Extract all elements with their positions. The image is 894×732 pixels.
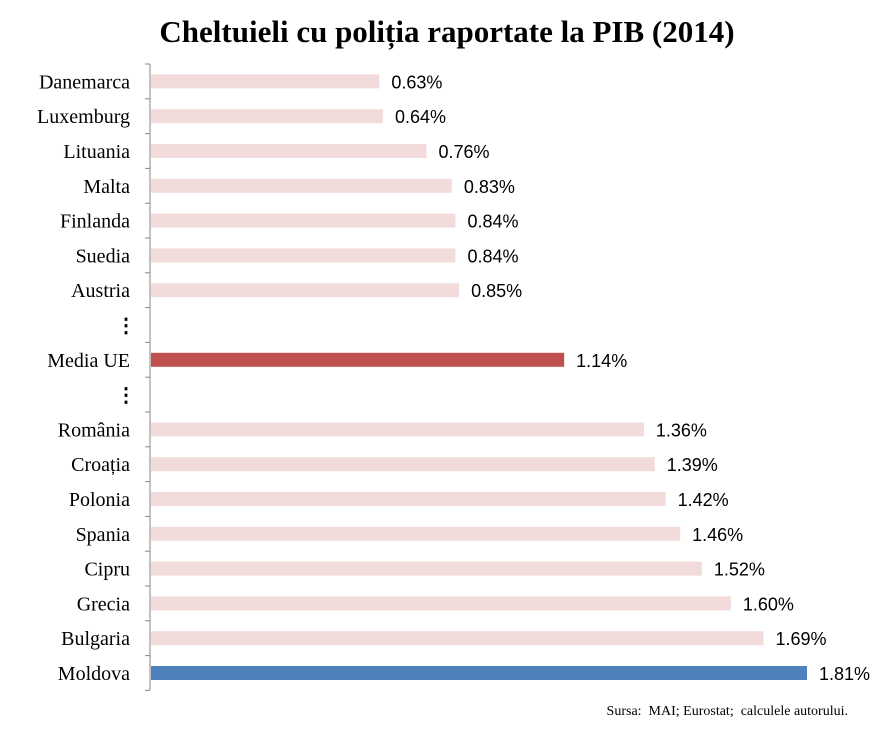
category-label-finlanda: Finlanda [60,211,130,233]
bar-bulgaria [151,631,764,646]
value-label-malta: 0.83% [464,177,515,197]
value-label-media-ue: 1.14% [576,351,627,371]
value-label-finlanda: 0.84% [467,212,518,232]
bar-spania [151,526,681,541]
category-label-romania: România [58,419,130,441]
bar-austria [151,283,460,298]
category-label-grecia: Grecia [77,593,130,615]
bar-cipru [151,561,702,576]
value-label-cipru: 1.52% [714,560,765,580]
gap-ellipsis-label: ⋮ [116,315,136,337]
category-label-luxemburg: Luxemburg [37,106,130,128]
bar-croatia [151,457,655,472]
value-label-austria: 0.85% [471,281,522,301]
bar-lituania [151,144,427,158]
category-label-malta: Malta [83,176,130,198]
category-label-cipru: Cipru [84,559,130,581]
bar-moldova [151,666,807,680]
value-label-moldova: 1.81% [819,664,870,684]
category-label-danemarca: Danemarca [39,71,130,93]
category-label-moldova: Moldova [58,663,130,685]
bar-luxemburg [151,109,383,124]
value-label-romania: 1.36% [656,420,707,440]
value-label-suedia: 0.84% [467,246,518,266]
source-note: Sursa: MAI; Eurostat; calculele autorulu… [606,704,848,719]
category-label-polonia: Polonia [69,489,130,511]
chart-title: Cheltuieli cu poliția raportate la PIB (… [159,14,735,49]
value-label-spania: 1.46% [692,525,743,545]
bar-finlanda [151,213,456,228]
value-label-bulgaria: 1.69% [776,629,827,649]
category-label-austria: Austria [71,280,130,302]
category-label-lituania: Lituania [63,141,130,163]
value-label-danemarca: 0.63% [391,72,442,92]
category-label-suedia: Suedia [76,245,131,267]
value-label-lituania: 0.76% [438,142,489,162]
value-label-grecia: 1.60% [743,594,794,614]
value-label-luxemburg: 0.64% [395,107,446,127]
value-label-polonia: 1.42% [678,490,729,510]
category-label-bulgaria: Bulgaria [61,628,130,650]
bar-grecia [151,596,731,611]
bar-polonia [151,492,666,506]
category-label-croatia: Croația [71,454,130,476]
bar-romania [151,422,644,437]
bar-malta [151,178,452,193]
value-label-croatia: 1.39% [667,455,718,475]
category-label-media-ue: Media UE [47,350,130,372]
bar-suedia [151,248,456,263]
category-label-spania: Spania [76,524,131,546]
bar-danemarca [151,74,380,89]
bar-media-ue [151,352,565,367]
gap-ellipsis-label: ⋮ [116,385,136,407]
